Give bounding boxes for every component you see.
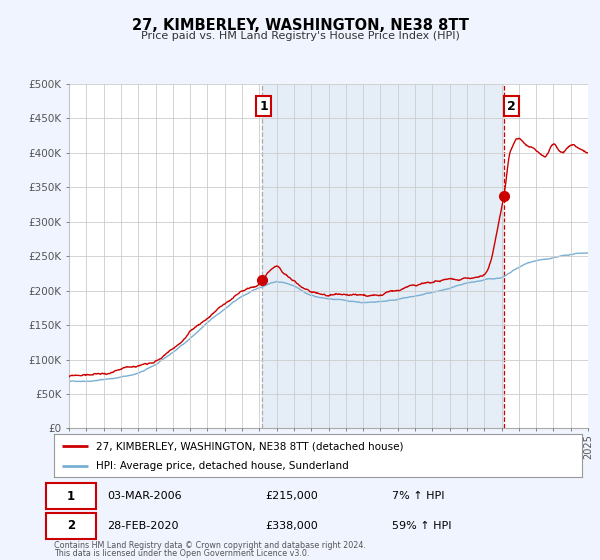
Text: 2: 2 — [67, 519, 75, 533]
Text: 03-MAR-2006: 03-MAR-2006 — [107, 491, 181, 501]
FancyBboxPatch shape — [46, 513, 96, 539]
Text: This data is licensed under the Open Government Licence v3.0.: This data is licensed under the Open Gov… — [54, 549, 310, 558]
Text: £215,000: £215,000 — [265, 491, 318, 501]
Text: Price paid vs. HM Land Registry's House Price Index (HPI): Price paid vs. HM Land Registry's House … — [140, 31, 460, 41]
Text: 7% ↑ HPI: 7% ↑ HPI — [392, 491, 445, 501]
FancyBboxPatch shape — [46, 483, 96, 509]
Text: 59% ↑ HPI: 59% ↑ HPI — [392, 521, 451, 531]
Text: Contains HM Land Registry data © Crown copyright and database right 2024.: Contains HM Land Registry data © Crown c… — [54, 541, 366, 550]
Text: 2: 2 — [506, 100, 515, 113]
Text: 1: 1 — [67, 489, 75, 503]
Text: 1: 1 — [260, 100, 268, 113]
Text: 27, KIMBERLEY, WASHINGTON, NE38 8TT: 27, KIMBERLEY, WASHINGTON, NE38 8TT — [131, 18, 469, 33]
Text: £338,000: £338,000 — [265, 521, 318, 531]
Text: 28-FEB-2020: 28-FEB-2020 — [107, 521, 178, 531]
Bar — [262, 84, 504, 428]
Text: 27, KIMBERLEY, WASHINGTON, NE38 8TT (detached house): 27, KIMBERLEY, WASHINGTON, NE38 8TT (det… — [96, 441, 404, 451]
Text: HPI: Average price, detached house, Sunderland: HPI: Average price, detached house, Sund… — [96, 461, 349, 472]
